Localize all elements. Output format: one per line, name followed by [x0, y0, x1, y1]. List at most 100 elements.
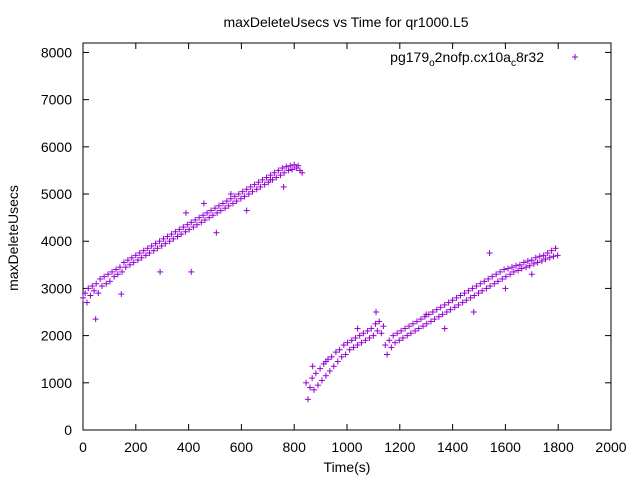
data-point — [507, 271, 514, 278]
data-point — [89, 283, 96, 290]
data-point — [530, 260, 537, 267]
data-point — [382, 342, 389, 349]
data-point — [227, 191, 234, 198]
data-point — [118, 291, 125, 298]
data-point — [309, 375, 316, 382]
legend-label-subscript-2: c — [511, 58, 516, 69]
data-point — [334, 358, 341, 365]
data-point — [322, 358, 329, 365]
data-point — [457, 292, 464, 299]
data-point — [552, 245, 559, 252]
data-point — [360, 330, 367, 337]
data-point — [106, 278, 113, 285]
data-point — [396, 337, 403, 344]
data-point — [318, 377, 325, 384]
data-point — [168, 231, 175, 238]
data-point — [441, 301, 448, 308]
data-point — [277, 172, 284, 179]
data-point — [516, 261, 523, 268]
data-point — [336, 346, 343, 353]
data-point — [113, 266, 119, 273]
data-point — [445, 299, 452, 306]
data-point — [303, 379, 310, 386]
data-point — [201, 216, 208, 223]
data-point — [95, 290, 102, 297]
data-point — [134, 257, 141, 264]
data-point — [386, 337, 393, 344]
data-point — [491, 280, 498, 287]
data-point — [352, 334, 359, 341]
data-point — [245, 191, 252, 198]
data-point — [271, 169, 278, 176]
data-point — [441, 325, 448, 332]
data-point — [479, 287, 486, 294]
data-point — [247, 183, 254, 190]
data-point — [229, 200, 236, 207]
x-tick-label: 1800 — [543, 439, 574, 455]
data-point — [515, 267, 522, 274]
y-axis-label: maxDeleteUsecs — [5, 185, 21, 291]
x-tick-label: 200 — [124, 439, 148, 455]
data-point — [542, 256, 549, 263]
data-point — [235, 191, 242, 198]
data-point — [281, 169, 288, 176]
data-point — [188, 219, 195, 226]
data-point — [332, 349, 339, 356]
data-point — [546, 254, 553, 261]
data-point — [231, 193, 238, 200]
data-point — [534, 259, 541, 266]
data-point — [384, 351, 391, 358]
data-point — [138, 254, 145, 261]
data-point — [399, 334, 406, 341]
data-point — [358, 339, 365, 346]
data-point — [311, 386, 317, 393]
data-point — [398, 327, 405, 334]
data-point — [91, 287, 98, 294]
data-point — [182, 228, 189, 235]
legend-label: pg179o2nofp.cx10ac8r32 — [390, 49, 544, 69]
data-point — [510, 268, 517, 275]
data-point — [223, 198, 230, 205]
data-point — [160, 235, 167, 242]
legend-label-main-2: 2nofp.cx10a — [435, 49, 511, 65]
data-point — [184, 221, 191, 228]
axes-layer: 0 200 400 600 800 1000 1200 1400 1600 1800 2000 0 10… — [41, 42, 627, 455]
data-point — [192, 216, 199, 223]
data-point — [328, 353, 335, 360]
data-point — [152, 240, 159, 247]
data-point — [326, 368, 333, 375]
data-point — [204, 209, 211, 216]
data-point — [142, 252, 149, 259]
data-point — [312, 370, 319, 377]
data-point — [170, 235, 177, 242]
data-point — [146, 250, 153, 257]
data-point — [449, 297, 456, 304]
data-point — [233, 198, 240, 205]
data-point — [520, 259, 527, 266]
data-point — [225, 202, 232, 209]
data-point — [406, 323, 413, 330]
data-point — [180, 224, 187, 231]
data-point — [85, 285, 92, 292]
data-point — [330, 363, 337, 370]
data-point — [87, 292, 94, 299]
data-point — [451, 304, 458, 311]
legend-label-main-3: 8r32 — [516, 49, 544, 65]
data-point — [550, 253, 557, 260]
x-tick-label: 1600 — [490, 439, 521, 455]
data-point — [447, 306, 454, 313]
data-point — [164, 233, 171, 240]
data-point — [219, 200, 226, 207]
data-point — [176, 226, 183, 233]
data-point — [499, 275, 506, 282]
data-point — [214, 209, 221, 216]
data-point — [105, 271, 112, 278]
data-point — [429, 309, 436, 316]
data-point — [103, 280, 110, 287]
data-point — [378, 330, 385, 337]
data-point — [473, 283, 480, 290]
data-point — [497, 268, 504, 275]
data-point — [186, 226, 193, 233]
x-axis-label: Time(s) — [324, 459, 371, 475]
